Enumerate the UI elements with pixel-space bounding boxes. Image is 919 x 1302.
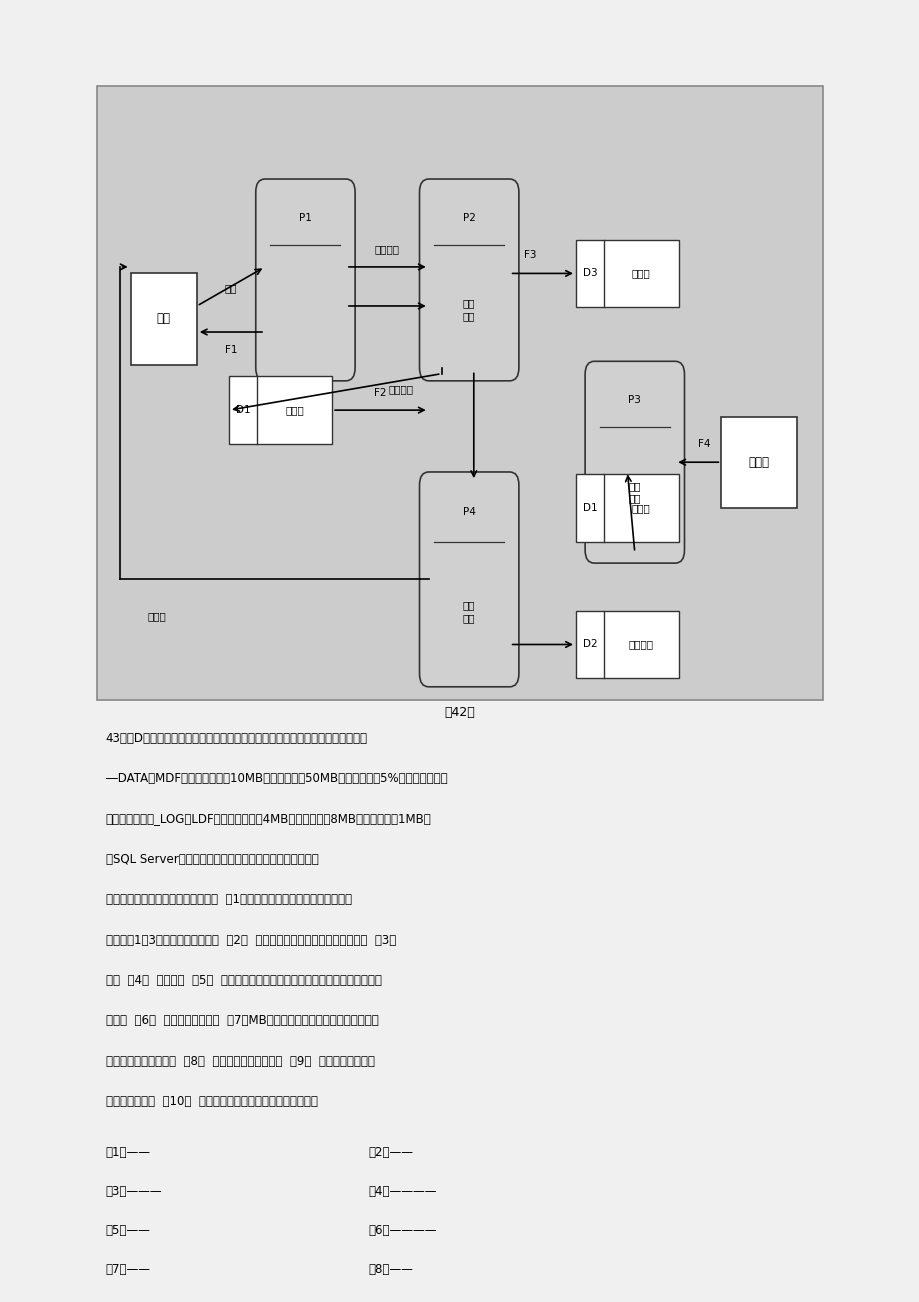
Text: F1: F1 [224,345,237,355]
Text: 采购部: 采购部 [748,456,768,469]
Text: （2）——: （2）—— [368,1146,413,1159]
Text: 库存账: 库存账 [631,503,650,513]
Text: F3: F3 [523,250,536,260]
Text: （7）——: （7）—— [106,1263,151,1276]
Text: 顉42图: 顉42图 [444,706,475,719]
FancyBboxPatch shape [584,361,684,562]
Text: （5）——: （5）—— [106,1224,151,1237]
Text: 发货记录: 发货记录 [629,639,653,650]
Text: 43．在D盘的「顾客」予目录中创立数据库「企业管理」。主文献名为「企业管理: 43．在D盘的「顾客」予目录中创立数据库「企业管理」。主文献名为「企业管理 [106,732,368,745]
FancyBboxPatch shape [96,86,823,700]
Text: 暂存账: 暂存账 [631,268,650,279]
Text: F2: F2 [374,388,386,398]
Text: F4: F4 [698,439,710,449]
FancyBboxPatch shape [419,178,518,380]
Text: 位置」程1：3中先输入数据库名称  （2）  ，然后，在输入数据库文献位置输入  （3）: 位置」程1：3中先输入数据库名称 （2） ，然后，在输入数据库文献位置输入 （3… [106,934,395,947]
Text: 发货单: 发货单 [147,611,165,621]
Text: D2: D2 [582,639,596,650]
Text: ―DATA．MDF」，初始大小为10MB，最大尺寸为50MB，增长速度为5%：事务日志文献: ―DATA．MDF」，初始大小为10MB，最大尺寸为50MB，增长速度为5%：事… [106,772,447,785]
Bar [720,417,796,508]
Text: 合格订单: 合格订单 [374,243,400,254]
Text: （6）————: （6）———— [368,1224,436,1237]
Text: P1: P1 [299,212,312,223]
FancyBboxPatch shape [419,471,518,687]
Text: 现有库存: 现有库存 [389,384,414,395]
Bar [575,611,678,678]
Text: 库存账: 库存账 [285,405,303,415]
Text: 的各窗口中定义  （10）  的文献信息，最终完毕数据库的创立。: 的各窗口中定义 （10） 的文献信息，最终完毕数据库的创立。 [106,1095,317,1108]
Text: 订单: 订单 [224,283,237,293]
Bar [229,376,332,444]
Text: 在企业管理器「工具」菜单栏下打开  （1）向导，在「命名数据库并指定它的: 在企业管理器「工具」菜单栏下打开 （1）向导，在「命名数据库并指定它的 [106,893,351,906]
Text: 进货
处理: 进货 处理 [628,480,641,504]
Text: D1: D1 [582,503,596,513]
Bar [130,273,197,365]
Text: P3: P3 [628,395,641,405]
Text: P4: P4 [462,508,475,517]
Text: P2: P2 [462,212,475,223]
Text: 窗口中，给定增长速度  （8）  ％，并给定最大尺寸为  （9）  淧。还要在接下来: 窗口中，给定增长速度 （8） ％，并给定最大尺寸为 （9） 淧。还要在接下来 [106,1055,374,1068]
Text: 客户: 客户 [156,312,171,326]
Text: （4）————: （4）———— [368,1185,436,1198]
Text: 在SQL Server中创立的过程如下。请填空将环节补充完整。: 在SQL Server中创立的过程如下。请填空将环节补充完整。 [106,853,318,866]
Text: 库存
核查: 库存 核查 [462,298,475,322]
Text: 并在  （4）  位置输入  （5）  。接着在「命名数据库文献」窗口中，先输入数据库: 并在 （4） 位置输入 （5） 。接着在「命名数据库文献」窗口中，先输入数据库 [106,974,381,987]
Text: （8）——: （8）—— [368,1263,413,1276]
Text: （3）———: （3）——— [106,1185,163,1198]
FancyBboxPatch shape [255,178,355,380]
Text: 发货
处理: 发货 处理 [462,600,475,622]
Text: D3: D3 [582,268,596,279]
Bar [575,240,678,307]
Text: （1）——: （1）—— [106,1146,151,1159]
Bar [575,474,678,542]
Text: 名为「企业管理_LOG．LDF」，初始大小为4MB，最大尺寸为8MB，增长速度为1MB。: 名为「企业管理_LOG．LDF」，初始大小为4MB，最大尺寸为8MB，增长速度为… [106,812,431,825]
Text: 文献名  （6）  ，再输入初始大小  （7）MB。接着在「定义数据库文献的增长」: 文献名 （6） ，再输入初始大小 （7）MB。接着在「定义数据库文献的增长」 [106,1014,378,1027]
Text: D1: D1 [235,405,250,415]
